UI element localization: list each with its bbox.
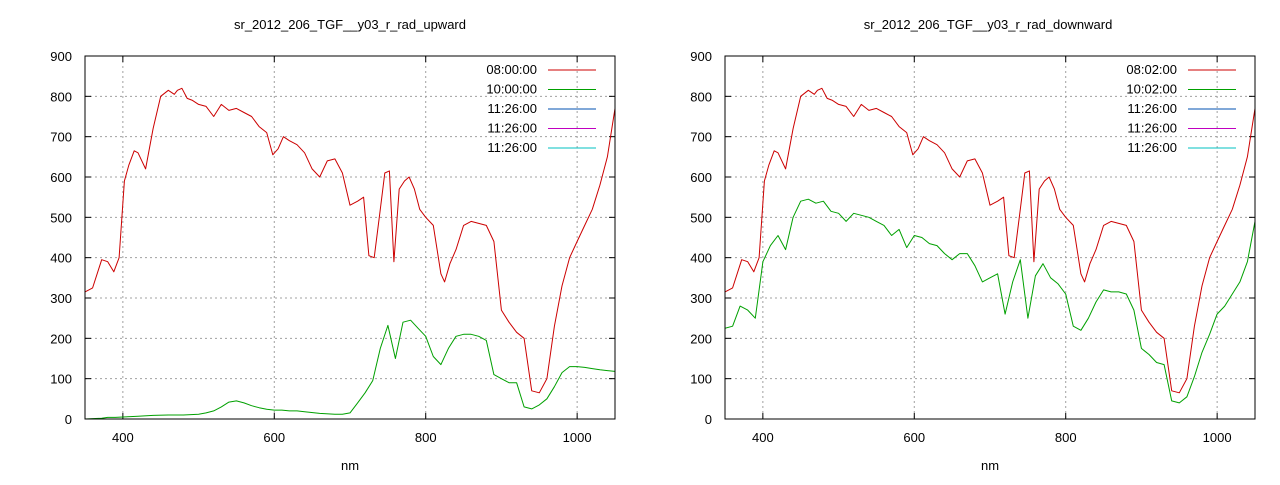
- plot-frame: [724, 55, 1256, 420]
- legend-label: 10:00:00: [486, 82, 537, 97]
- y-tick-label: 0: [705, 412, 712, 427]
- x-tick-label: 800: [415, 430, 437, 445]
- y-tick-label: 300: [690, 291, 712, 306]
- y-tick-label: 0: [65, 412, 72, 427]
- x-tick-label: 1000: [1203, 430, 1232, 445]
- x-tick-label: 400: [752, 430, 774, 445]
- x-axis-label: nm: [981, 458, 999, 473]
- y-tick-label: 900: [690, 49, 712, 64]
- y-tick-label: 700: [50, 130, 72, 145]
- y-tick-label: 600: [50, 170, 72, 185]
- series-group: [85, 87, 615, 419]
- y-tick-label: 900: [50, 49, 72, 64]
- legend-label: 11:26:00: [487, 121, 537, 136]
- y-tick-label: 100: [50, 372, 72, 387]
- y-tick-label: 800: [690, 89, 712, 104]
- legend-label: 08:02:00: [1126, 62, 1177, 77]
- legend-label: 11:26:00: [1127, 101, 1177, 116]
- series-line-1: [85, 87, 615, 394]
- x-tick-label: 600: [263, 430, 285, 445]
- series-line-2: [725, 198, 1255, 404]
- y-tick-label: 200: [690, 331, 712, 346]
- x-tick-label: 400: [112, 430, 134, 445]
- legend-label: 10:02:00: [1126, 82, 1177, 97]
- y-tick-label: 200: [50, 331, 72, 346]
- y-tick-label: 500: [50, 210, 72, 225]
- x-axis-label: nm: [341, 458, 359, 473]
- x-tick-label: 600: [903, 430, 925, 445]
- x-tick-label: 800: [1055, 430, 1077, 445]
- y-tick-label: 300: [50, 291, 72, 306]
- series-line-2: [85, 319, 615, 419]
- y-tick-label: 100: [690, 372, 712, 387]
- y-tick-label: 600: [690, 170, 712, 185]
- y-tick-label: 400: [690, 251, 712, 266]
- plot-frame: [84, 55, 616, 420]
- legend-label: 11:26:00: [1127, 121, 1177, 136]
- y-tick-label: 400: [50, 251, 72, 266]
- y-tick-label: 800: [50, 89, 72, 104]
- chart-title: sr_2012_206_TGF__y03_r_rad_upward: [234, 17, 466, 32]
- legend: 08:02:00 10:02:00 11:26:00 11:26:00 11:26:00: [1126, 62, 1236, 155]
- y-tick-label: 500: [690, 210, 712, 225]
- legend-label: 11:26:00: [487, 140, 537, 155]
- legend-label: 11:26:00: [487, 101, 537, 116]
- legend-label: 08:00:00: [486, 62, 537, 77]
- chart-panel-1: sr_2012_206_TGF__y03_r_rad_upward 0 100 200…: [50, 17, 616, 473]
- series-group: [725, 87, 1255, 404]
- chart-panel-2: sr_2012_206_TGF__y03_r_rad_downward 0 100 2…: [690, 17, 1256, 473]
- y-tick-label: 700: [690, 130, 712, 145]
- chart-title: sr_2012_206_TGF__y03_r_rad_downward: [864, 17, 1113, 32]
- series-line-1: [725, 87, 1255, 394]
- legend: 08:00:00 10:00:00 11:26:00 11:26:00 11:26:00: [486, 62, 596, 155]
- x-tick-label: 1000: [563, 430, 592, 445]
- legend-label: 11:26:00: [1127, 140, 1177, 155]
